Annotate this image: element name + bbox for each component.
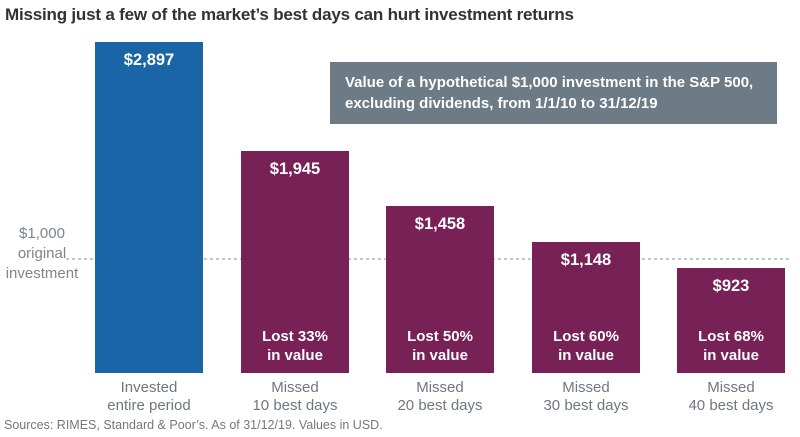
bar-value-label: $1,458 [414,215,466,233]
reference-label-line-2: original [17,245,67,262]
bar: $2,897 [95,42,203,373]
bar-value-label: $1,148 [560,251,612,269]
annotation-line-1: Value of a hypothetical $1,000 investmen… [345,74,754,91]
bar-value-label: $923 [712,277,750,295]
bar-loss-label: Lost 33% in value [262,328,328,364]
bar-loss-label: Lost 50% in value [407,328,473,364]
bar-category-label: Missed 40 best days [688,379,774,414]
bar: $1,148 Lost 60% in value [532,242,640,373]
source-note: Sources: RIMES, Standard & Poor’s. As of… [4,418,383,432]
bar-value-label: $1,945 [269,160,321,178]
bar: $923 Lost 68% in value [677,268,785,373]
bar-value-label: $2,897 [123,51,175,69]
bar: $1,458 Lost 50% in value [386,206,494,373]
bar-loss-label: Lost 68% in value [698,328,764,364]
reference-label-line-3: investment [5,265,79,282]
annotation-line-2: excluding dividends, from 1/1/10 to 31/1… [345,95,658,112]
annotation-box: Value of a hypothetical $1,000 investmen… [330,62,777,124]
bar: $1,945 Lost 33% in value [241,151,349,373]
bar-category-label: Missed 30 best days [543,379,629,414]
bar-category-label: Missed 20 best days [397,379,483,414]
reference-line-label: $1,000 original investment [0,224,84,284]
reference-label-line-1: $1,000 [19,225,65,242]
bar-category-label: Invested entire period [107,379,191,414]
chart-title: Missing just a few of the market’s best … [5,5,574,24]
bar-category-label: Missed 10 best days [252,379,338,414]
bar-loss-label: Lost 60% in value [553,328,619,364]
